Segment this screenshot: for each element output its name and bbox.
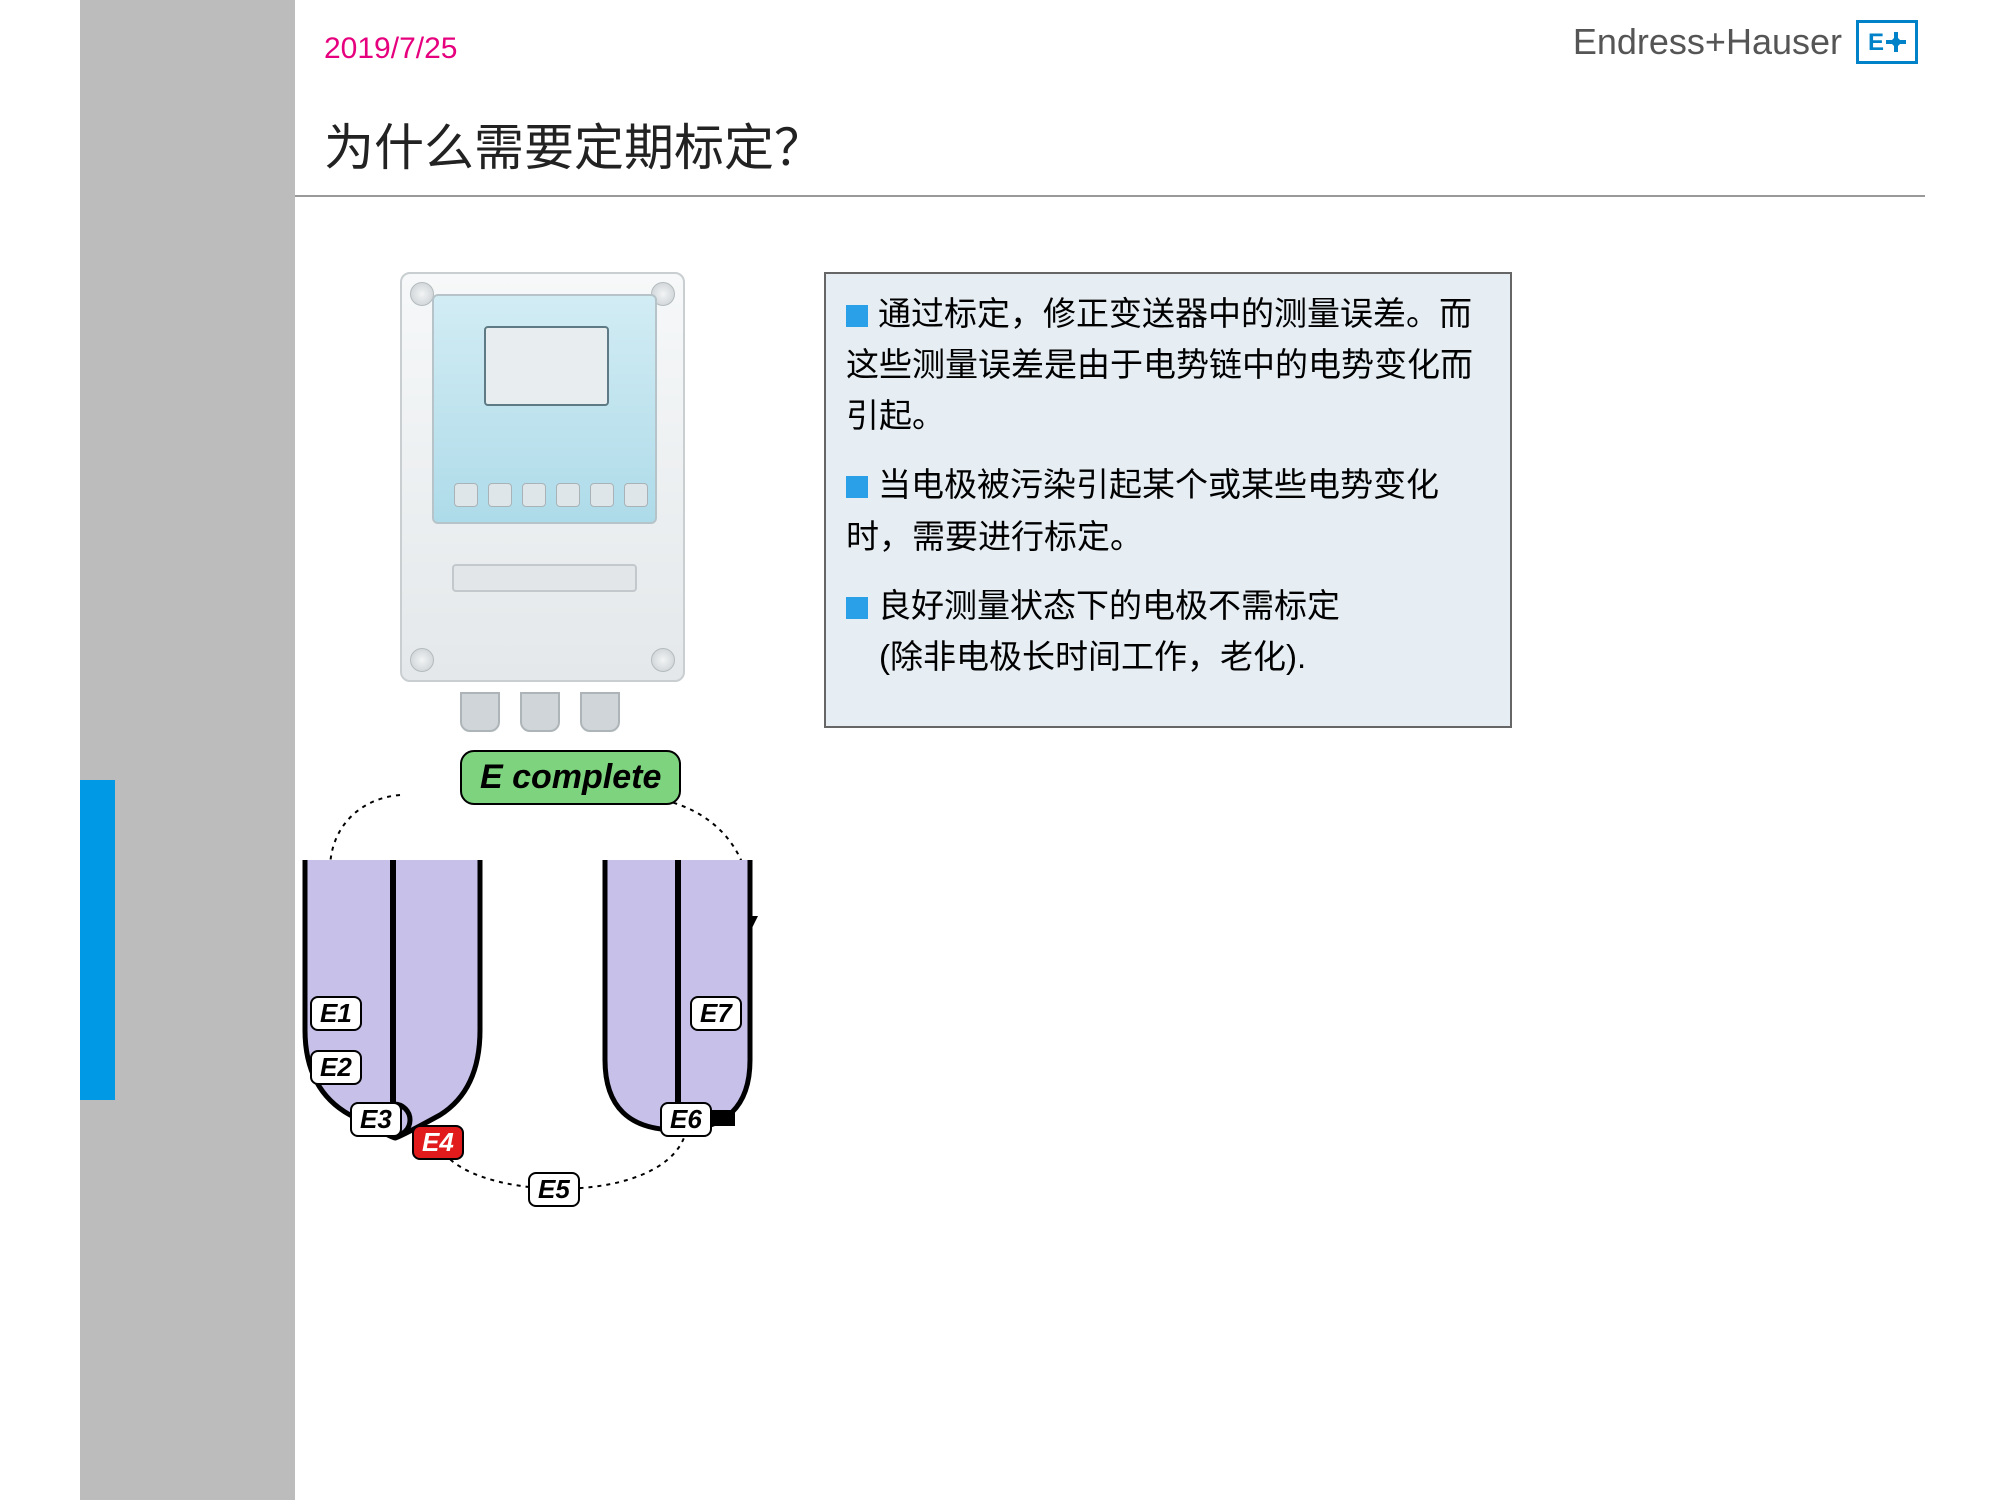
e-label-E7: E7 <box>690 996 742 1031</box>
header-date: 2019/7/25 <box>324 32 457 66</box>
svg-text:E: E <box>1868 29 1884 56</box>
e-label-E1: E1 <box>310 996 362 1031</box>
bullet-icon <box>846 476 868 498</box>
device-port <box>520 692 560 732</box>
screw-icon <box>651 648 675 672</box>
info-item-3: 良好测量状态下的电极不需标定 (除非电极长时间工作，老化). <box>846 580 1490 682</box>
device-body <box>400 272 685 682</box>
device-button <box>522 483 546 507</box>
info-text: 良好测量状态下的电极不需标定 (除非电极长时间工作，老化). <box>846 587 1340 675</box>
page-title: 为什么需要定期标定？ <box>324 108 824 180</box>
device-button <box>454 483 478 507</box>
device-port <box>460 692 500 732</box>
device-screen <box>484 326 609 406</box>
device-button <box>488 483 512 507</box>
screw-icon <box>410 282 434 306</box>
info-item-2: 当电极被污染引起某个或某些电势变化时，需要进行标定。 <box>846 459 1490 561</box>
e-label-E3: E3 <box>350 1102 402 1137</box>
device-button <box>556 483 580 507</box>
screw-icon <box>410 648 434 672</box>
sidebar-grey <box>80 0 295 1500</box>
slide-page: 2019/7/25 Endress+Hauser E 为什么需要定期标定？ <box>0 0 2000 1500</box>
device-button <box>624 483 648 507</box>
e-complete-label: E complete <box>460 750 681 805</box>
sidebar-blue-accent <box>80 780 115 1100</box>
bullet-icon <box>846 305 868 327</box>
device-button-row <box>454 483 648 507</box>
probe-stem <box>675 860 681 1110</box>
info-box: 通过标定，修正变送器中的测量误差。而这些测量误差是由于电势链中的电势变化而引起。… <box>824 272 1512 728</box>
info-item-1: 通过标定，修正变送器中的测量误差。而这些测量误差是由于电势链中的电势变化而引起。 <box>846 288 1490 441</box>
title-divider <box>295 195 1925 197</box>
probe-stem <box>390 860 396 1120</box>
e-label-E2: E2 <box>310 1050 362 1085</box>
e-label-E4: E4 <box>412 1125 464 1160</box>
electrode-diagram: E complete E1 E2 E3 E4 E5 E6 E7 <box>290 740 850 1260</box>
info-text: 通过标定，修正变送器中的测量误差。而这些测量误差是由于电势链中的电势变化而引起。 <box>846 295 1473 434</box>
device-slot <box>452 564 637 592</box>
brand-text: Endress+Hauser <box>1573 21 1842 63</box>
info-text: 当电极被污染引起某个或某些电势变化时，需要进行标定。 <box>846 466 1439 554</box>
device-button <box>590 483 614 507</box>
e-label-E6: E6 <box>660 1102 712 1137</box>
device-port <box>580 692 620 732</box>
device-face <box>432 294 657 524</box>
brand-block: Endress+Hauser E <box>1573 20 1918 64</box>
e-label-E5: E5 <box>528 1172 580 1207</box>
bullet-icon <box>846 597 868 619</box>
transmitter-device-illustration <box>400 272 685 708</box>
brand-logo-icon: E <box>1856 20 1918 64</box>
